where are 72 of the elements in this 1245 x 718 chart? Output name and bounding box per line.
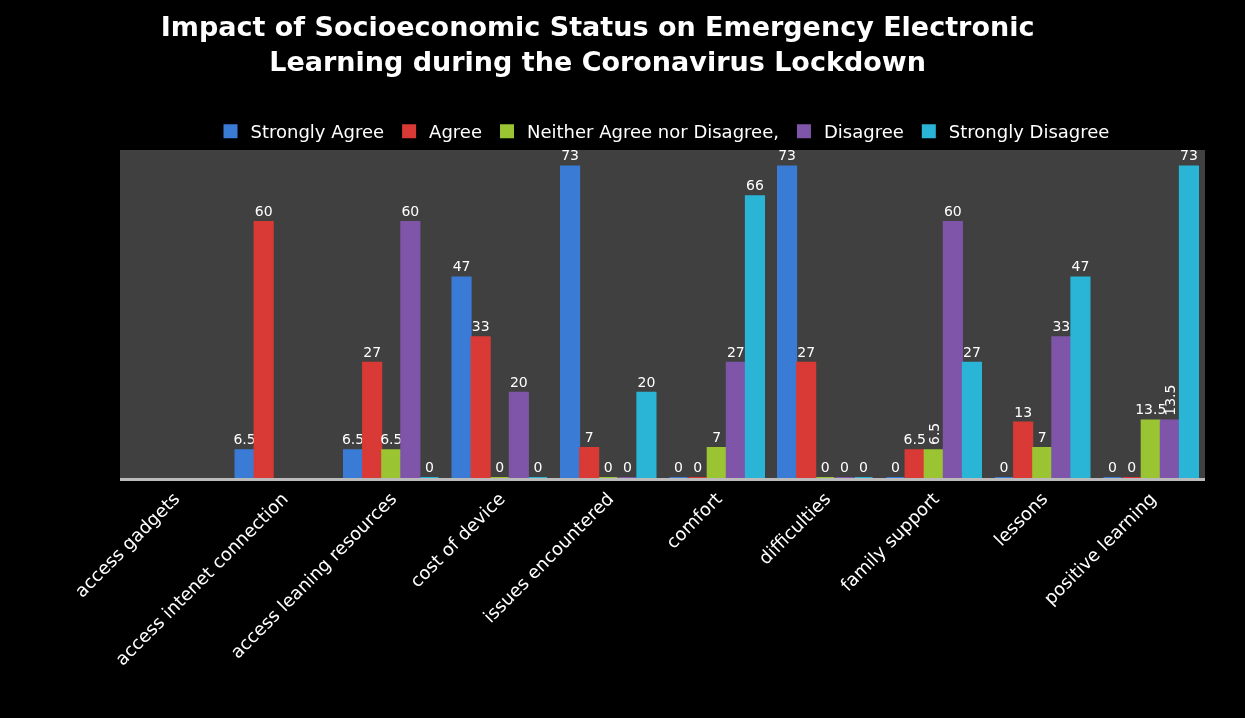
bar xyxy=(508,391,529,478)
data-label: 7 xyxy=(712,429,722,446)
legend-label: Disagree xyxy=(823,121,904,143)
legend-label: Strongly Disagree xyxy=(948,121,1110,143)
data-label: 60 xyxy=(943,202,962,219)
data-label: 73 xyxy=(778,147,796,164)
data-label: 20 xyxy=(509,373,528,390)
legend-label: Neither Agree nor Disagree, xyxy=(527,121,779,143)
bar xyxy=(1013,421,1034,478)
bar xyxy=(904,449,925,478)
data-label: 0 xyxy=(693,459,703,475)
bar xyxy=(1070,276,1091,478)
data-label: 33 xyxy=(1052,318,1071,335)
data-label: 0 xyxy=(1108,459,1118,475)
data-label: 47 xyxy=(452,258,471,275)
data-label: 0 xyxy=(999,459,1009,475)
bar xyxy=(961,361,983,478)
data-label: 60 xyxy=(254,202,273,219)
bar xyxy=(923,449,944,478)
data-label: 73 xyxy=(1180,147,1198,164)
bar xyxy=(579,447,600,478)
data-label: 66 xyxy=(745,177,764,194)
data-label: 27 xyxy=(797,343,816,360)
data-label: 6.5 xyxy=(925,422,942,445)
bar xyxy=(1159,419,1180,478)
bar xyxy=(253,220,274,478)
bar xyxy=(234,449,255,478)
data-label: 0 xyxy=(891,459,901,475)
data-label: 0 xyxy=(820,459,830,475)
data-label: 7 xyxy=(1037,429,1047,446)
data-label: 6.5 xyxy=(903,431,926,448)
data-label: 27 xyxy=(363,343,382,360)
bar xyxy=(381,449,402,478)
bar xyxy=(725,361,746,478)
data-label: 0 xyxy=(674,459,684,475)
bar xyxy=(559,165,581,478)
data-label: 27 xyxy=(963,343,981,360)
data-label: 0 xyxy=(622,459,632,475)
data-label: 0 xyxy=(424,459,434,475)
bar xyxy=(1051,336,1072,478)
data-label: 6.5 xyxy=(233,431,256,448)
legend-label: Agree xyxy=(429,121,483,143)
data-label: 0 xyxy=(858,459,868,475)
bar xyxy=(942,220,963,478)
data-label: 7 xyxy=(584,429,594,446)
data-label: 0 xyxy=(603,459,613,475)
legend-label: Strongly Agree xyxy=(250,121,385,143)
data-label: 60 xyxy=(401,202,420,219)
bar xyxy=(342,449,364,478)
data-label: 0 xyxy=(1127,459,1137,475)
data-label: 0 xyxy=(839,459,849,475)
bar xyxy=(1032,447,1053,478)
data-label: 33 xyxy=(471,318,490,335)
bar xyxy=(796,361,817,478)
bar xyxy=(362,361,383,478)
chart-title: Impact of Socioeconomic Status on Emergency Electronic Learning during the Coronavirus Lockdown xyxy=(160,10,1035,77)
bar xyxy=(451,276,472,478)
bar xyxy=(706,447,727,478)
bar xyxy=(744,195,766,478)
bar xyxy=(776,165,798,478)
bar xyxy=(470,336,491,478)
bar xyxy=(1178,165,1200,478)
bar xyxy=(1140,419,1161,478)
data-label: 0 xyxy=(495,459,505,475)
data-label: 27 xyxy=(726,343,745,360)
bar xyxy=(400,220,421,478)
data-label: 13 xyxy=(1014,403,1033,420)
data-label: 20 xyxy=(637,373,656,390)
data-label: 73 xyxy=(561,147,579,164)
data-label: 47 xyxy=(1071,258,1090,275)
data-label: 0 xyxy=(533,459,543,475)
bar xyxy=(636,391,657,478)
